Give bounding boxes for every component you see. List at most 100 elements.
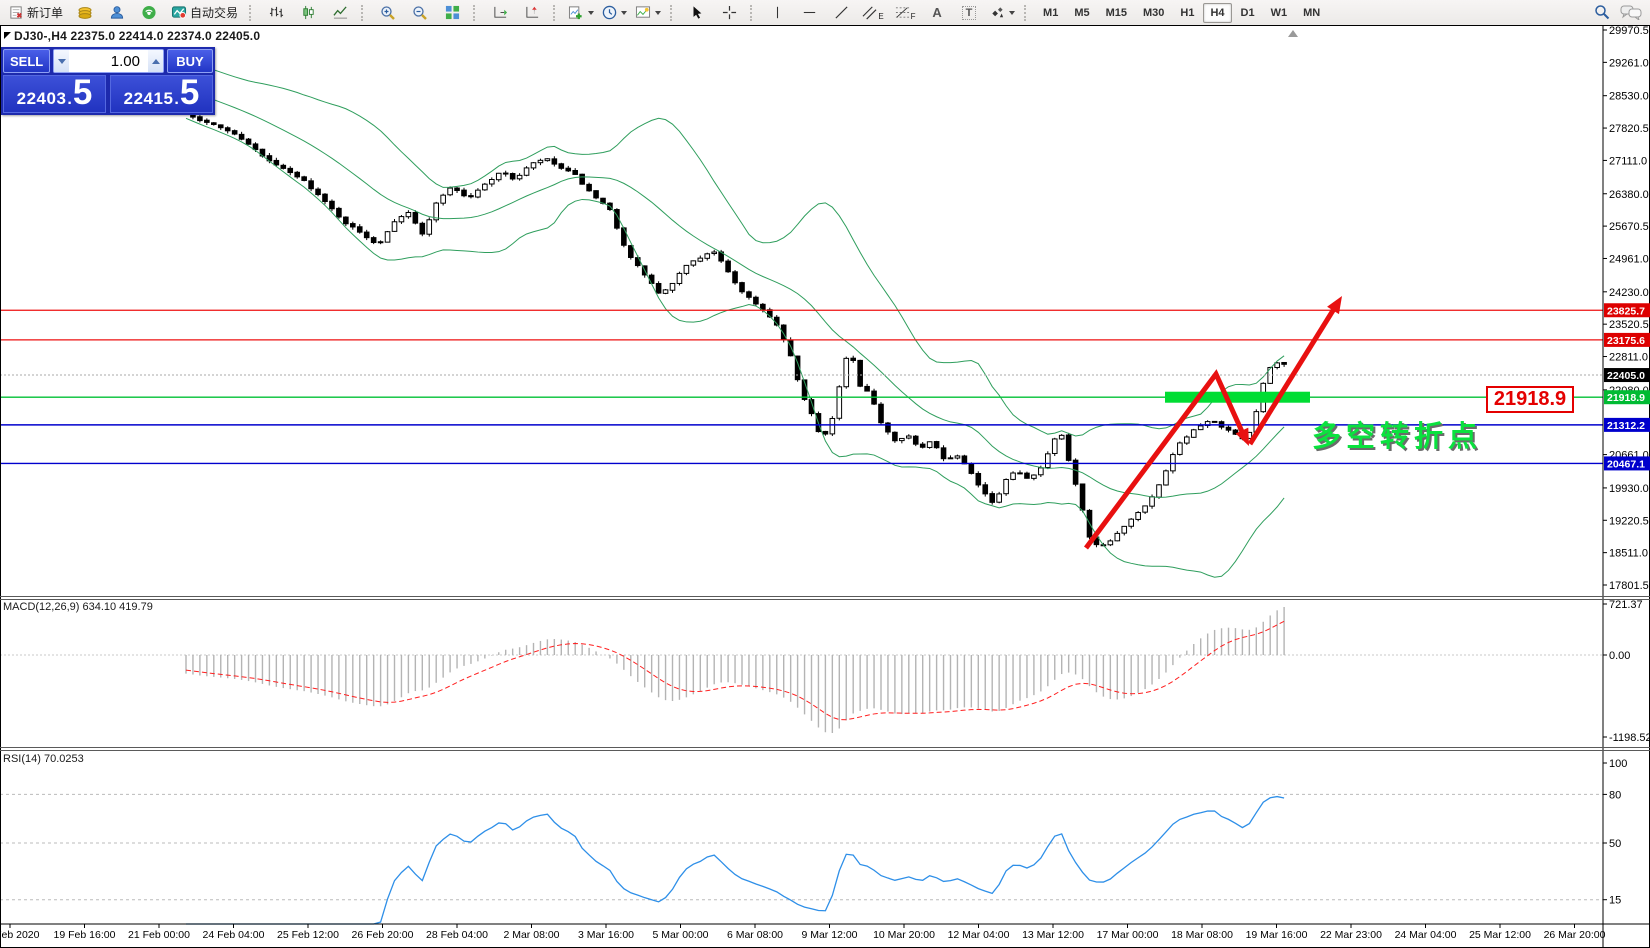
channel-tool[interactable]: E (857, 1, 889, 25)
timeframe-h4[interactable]: H4 (1203, 2, 1232, 23)
sell-button[interactable]: SELL (3, 49, 51, 73)
trendline-icon (834, 6, 848, 19)
timeframe-m30[interactable]: M30 (1136, 3, 1171, 23)
channel-subscript: E (878, 12, 884, 21)
trend-arrows (1083, 296, 1342, 550)
arrows-tool[interactable] (985, 1, 1019, 25)
timeframe-m5[interactable]: M5 (1067, 3, 1096, 23)
svg-text:26 Feb 20:00: 26 Feb 20:00 (352, 929, 414, 941)
text-tool-icon: A (932, 5, 942, 20)
svg-text:27820.5: 27820.5 (1609, 123, 1649, 135)
svg-text:19 Mar 16:00: 19 Mar 16:00 (1246, 929, 1308, 941)
svg-text:18 Feb 2020: 18 Feb 2020 (0, 929, 40, 941)
fibonacci-icon (895, 7, 909, 18)
svg-text:18511.0: 18511.0 (1609, 548, 1648, 560)
text-label-icon: T (961, 5, 977, 20)
fibonacci-tool[interactable]: F (889, 1, 921, 25)
svg-text:721.37: 721.37 (1609, 599, 1643, 611)
timeframe-w1[interactable]: W1 (1264, 3, 1295, 23)
market-watch-button[interactable] (69, 1, 101, 25)
rsi-axis[interactable]: 100 80 50 15 (1603, 758, 1627, 907)
price-axis[interactable]: 29970.5 29261.0 28530.0 27820.5 27111.0 26380… (1603, 25, 1650, 592)
svg-text:17 Mar 00:00: 17 Mar 00:00 (1097, 929, 1159, 941)
chat-icon[interactable] (1620, 4, 1642, 20)
candlestick-icon (302, 5, 314, 20)
bollinger-bands (185, 59, 1285, 578)
macd-signal-line (185, 620, 1285, 721)
pane-separators[interactable] (0, 596, 1650, 751)
periods-button[interactable] (598, 1, 631, 25)
arrows-dropdown-caret[interactable] (1009, 10, 1016, 15)
chinese-annotation-label: 多空转折点 (1312, 421, 1483, 453)
svg-text:26380.0: 26380.0 (1609, 189, 1649, 201)
svg-text:24230.0: 24230.0 (1609, 287, 1649, 299)
svg-text:23520.5: 23520.5 (1609, 319, 1649, 331)
horizontal-line-tool[interactable] (793, 1, 825, 25)
zoom-in-button[interactable] (372, 1, 404, 25)
fibonacci-subscript: F (910, 12, 916, 21)
one-click-trading-panel: SELL 1.00 BUY 22403. 5 22415. 5 (1, 47, 215, 115)
templates-button[interactable] (631, 1, 665, 25)
macd-axis[interactable]: 721.37 0.00 -1198.52 (1603, 599, 1650, 744)
svg-text:22811.0: 22811.0 (1609, 352, 1648, 364)
cursor-tool-button[interactable] (681, 1, 713, 25)
candlestick-chart-button[interactable] (292, 1, 324, 25)
timeframe-d1[interactable]: D1 (1234, 3, 1262, 23)
svg-text:20467.1: 20467.1 (1607, 458, 1645, 470)
svg-text:12 Mar 04:00: 12 Mar 04:00 (948, 929, 1010, 941)
text-tool[interactable]: A (921, 1, 953, 25)
chart-shift-icon (525, 6, 538, 18)
svg-text:28 Feb 04:00: 28 Feb 04:00 (426, 929, 488, 941)
chart-shift-button[interactable] (516, 1, 548, 25)
vertical-line-tool[interactable] (761, 1, 793, 25)
svg-text:17801.5: 17801.5 (1609, 580, 1649, 592)
svg-text:19 Feb 16:00: 19 Feb 16:00 (54, 929, 116, 941)
indicators-button[interactable] (564, 1, 598, 25)
timeframe-h1[interactable]: H1 (1173, 3, 1201, 23)
svg-text:23175.6: 23175.6 (1607, 335, 1645, 347)
new-order-button[interactable]: 新订单 (3, 1, 69, 25)
bar-chart-button[interactable] (260, 1, 292, 25)
chart-canvas[interactable]: 29970.5 29261.0 28530.0 27820.5 27111.0 26380… (0, 25, 1650, 948)
svg-text:0.00: 0.00 (1609, 650, 1630, 662)
macd-histogram (185, 607, 1285, 733)
svg-text:24 Feb 04:00: 24 Feb 04:00 (203, 929, 265, 941)
indicators-dropdown-caret[interactable] (588, 10, 595, 15)
timeframe-m1[interactable]: M1 (1036, 3, 1065, 23)
svg-text:6 Mar 08:00: 6 Mar 08:00 (727, 929, 783, 941)
auto-scroll-button[interactable] (484, 1, 516, 25)
signals-button[interactable] (133, 1, 165, 25)
svg-text:24 Mar 04:00: 24 Mar 04:00 (1395, 929, 1457, 941)
volume-input[interactable]: 1.00 (110, 52, 140, 70)
tile-windows-button[interactable] (436, 1, 468, 25)
timeframe-m15[interactable]: M15 (1099, 3, 1134, 23)
svg-text:50: 50 (1609, 838, 1621, 850)
svg-text:19220.5: 19220.5 (1609, 515, 1649, 527)
zoom-out-button[interactable] (404, 1, 436, 25)
profile-button[interactable] (101, 1, 133, 25)
signals-icon (142, 5, 156, 20)
svg-text:19930.0: 19930.0 (1609, 483, 1649, 495)
svg-text:26 Mar 20:00: 26 Mar 20:00 (1544, 929, 1606, 941)
templates-dropdown-caret[interactable] (655, 10, 662, 15)
tile-windows-icon (445, 5, 459, 20)
timeframe-mn[interactable]: MN (1296, 3, 1327, 23)
buy-button[interactable]: BUY (167, 49, 213, 73)
crosshair-tool-button[interactable] (713, 1, 745, 25)
time-axis[interactable]: 18 Feb 2020 19 Feb 16:00 21 Feb 00:00 24 Fe… (0, 924, 1606, 941)
scroll-to-end-marker (1288, 30, 1298, 37)
autotrading-button[interactable]: 自动交易 (165, 1, 244, 25)
text-label-tool[interactable]: T (953, 1, 985, 25)
volume-stepper: 1.00 (53, 49, 164, 73)
arrow-objects-icon (992, 7, 1004, 18)
volume-decrease-button[interactable] (54, 50, 70, 72)
line-chart-button[interactable] (324, 1, 356, 25)
volume-increase-button[interactable] (148, 50, 163, 72)
periods-dropdown-caret[interactable] (621, 10, 628, 15)
trendline-tool[interactable] (825, 1, 857, 25)
search-icon[interactable] (1594, 4, 1610, 20)
svg-text:24961.0: 24961.0 (1609, 253, 1649, 265)
indicators-icon (569, 6, 582, 20)
zoom-out-icon (413, 5, 427, 20)
svg-text:9 Mar 12:00: 9 Mar 12:00 (801, 929, 857, 941)
